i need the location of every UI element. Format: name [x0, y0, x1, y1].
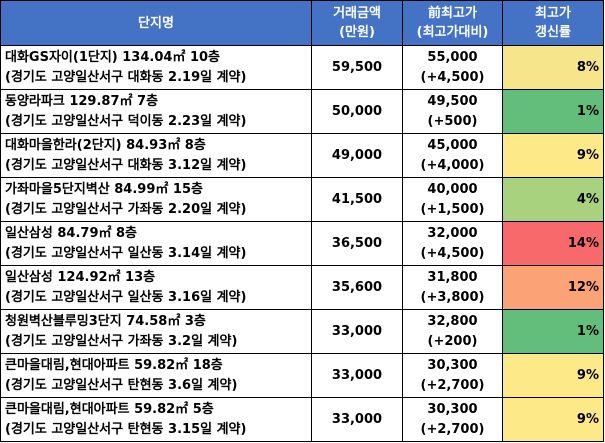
apartment-title: 청원벽산블루밍3단지 74.58㎡ 3층	[5, 313, 206, 329]
prev-high-diff: (+4,000)	[420, 157, 485, 173]
apartment-title: 일산삼성 84.79㎡ 8층	[5, 225, 138, 241]
header-prev-line1: 前최고가	[428, 6, 477, 21]
header-rate-line1: 최고가	[535, 6, 571, 21]
header-prev-high: 前최고가 (최고가대비)	[402, 0, 503, 46]
apartment-detail: (경기도 고양일산서구 일산동 3.14일 계약)	[5, 245, 247, 261]
table-row: 대화마을한라(2단지) 84.93㎡ 8층 (경기도 고양일산서구 대화동 3.1…	[0, 133, 604, 178]
header-name: 단지명	[0, 0, 312, 46]
apartment-name-cell: 대화마을한라(2단지) 84.93㎡ 8층 (경기도 고양일산서구 대화동 3.1…	[0, 133, 312, 178]
prev-high-cell: 55,000 (+4,500)	[402, 45, 503, 90]
deal-price-cell: 33,000	[311, 309, 403, 354]
prev-high-cell: 32,000 (+4,500)	[402, 221, 503, 266]
prev-high-diff: (+500)	[427, 113, 478, 129]
prev-high-value: 32,800	[427, 313, 478, 329]
apartment-detail: (경기도 고양일산서구 탄현동 3.6일 계약)	[5, 377, 238, 393]
renewal-rate-cell: 9%	[502, 353, 604, 398]
apartment-name-cell: 큰마을대림,현대아파트 59.82㎡ 5층 (경기도 고양일산서구 탄현동 3.1…	[0, 397, 312, 442]
renewal-rate-cell: 14%	[502, 221, 604, 266]
apartment-title: 큰마을대림,현대아파트 59.82㎡ 5층	[5, 401, 214, 417]
header-rate: 최고가 갱신률	[502, 0, 604, 46]
apartment-name-cell: 일산삼성 84.79㎡ 8층 (경기도 고양일산서구 일산동 3.14일 계약)	[0, 221, 312, 266]
apartment-detail: (경기도 고양일산서구 대화동 3.12일 계약)	[5, 157, 247, 173]
header-price-line2: (만원)	[339, 25, 375, 40]
prev-high-value: 55,000	[427, 49, 478, 65]
table-row: 일산삼성 84.79㎡ 8층 (경기도 고양일산서구 일산동 3.14일 계약) 3…	[0, 221, 604, 266]
table-row: 가좌마을5단지벽산 84.99㎡ 15층 (경기도 고양일산서구 가좌동 2.20…	[0, 177, 604, 222]
table-row: 청원벽산블루밍3단지 74.58㎡ 3층 (경기도 고양일산서구 가좌동 3.2일…	[0, 309, 604, 354]
prev-high-cell: 40,000 (+1,500)	[402, 177, 503, 222]
prev-high-value: 40,000	[427, 181, 478, 197]
apartment-detail: (경기도 고양일산서구 덕이동 2.23일 계약)	[5, 113, 247, 129]
prev-high-cell: 30,300 (+2,700)	[402, 353, 503, 398]
renewal-rate-cell: 12%	[502, 265, 604, 310]
header-rate-line2: 갱신률	[535, 25, 571, 40]
apartment-detail: (경기도 고양일산서구 가좌동 3.2일 계약)	[5, 333, 238, 349]
table-row: 일산삼성 124.92㎡ 13층 (경기도 고양일산서구 일산동 3.16일 계약…	[0, 265, 604, 310]
prev-high-cell: 45,000 (+4,000)	[402, 133, 503, 178]
prev-high-cell: 30,300 (+2,700)	[402, 397, 503, 442]
header-row: 단지명 거래금액 (만원) 前최고가 (최고가대비) 최고가 갱신률	[0, 0, 604, 46]
prev-high-value: 45,000	[427, 137, 478, 153]
apartment-title: 큰마을대림,현대아파트 59.82㎡ 18층	[5, 357, 223, 373]
prev-high-value: 30,300	[427, 357, 478, 373]
apartment-name-cell: 대화GS자이(1단지) 134.04㎡ 10층 (경기도 고양일산서구 대화동 2…	[0, 45, 312, 90]
table-row: 큰마을대림,현대아파트 59.82㎡ 5층 (경기도 고양일산서구 탄현동 3.1…	[0, 397, 604, 442]
prev-high-diff: (+4,500)	[420, 245, 485, 261]
renewal-rate-cell: 9%	[502, 133, 604, 178]
deal-price-cell: 59,500	[311, 45, 403, 90]
prev-high-cell: 49,500 (+500)	[402, 89, 503, 134]
apartment-detail: (경기도 고양일산서구 탄현동 3.15일 계약)	[5, 421, 247, 437]
deal-price-cell: 50,000	[311, 89, 403, 134]
table-row: 동양라파크 129.87㎡ 7층 (경기도 고양일산서구 덕이동 2.23일 계약…	[0, 89, 604, 134]
renewal-rate-cell: 1%	[502, 309, 604, 354]
apartment-name-cell: 일산삼성 124.92㎡ 13층 (경기도 고양일산서구 일산동 3.16일 계약…	[0, 265, 312, 310]
apartment-name-cell: 큰마을대림,현대아파트 59.82㎡ 18층 (경기도 고양일산서구 탄현동 3.…	[0, 353, 312, 398]
deal-price-cell: 35,600	[311, 265, 403, 310]
apartment-detail: (경기도 고양일산서구 대화동 2.19일 계약)	[5, 69, 247, 85]
prev-high-cell: 31,800 (+3,800)	[402, 265, 503, 310]
prev-high-value: 30,300	[427, 401, 478, 417]
deal-price-cell: 33,000	[311, 353, 403, 398]
renewal-rate-cell: 4%	[502, 177, 604, 222]
prev-high-diff: (+200)	[427, 333, 478, 349]
deal-price-cell: 36,500	[311, 221, 403, 266]
apartment-name-cell: 동양라파크 129.87㎡ 7층 (경기도 고양일산서구 덕이동 2.23일 계약…	[0, 89, 312, 134]
prev-high-cell: 32,800 (+200)	[402, 309, 503, 354]
apartment-detail: (경기도 고양일산서구 일산동 3.16일 계약)	[5, 289, 247, 305]
apartment-name-cell: 청원벽산블루밍3단지 74.58㎡ 3층 (경기도 고양일산서구 가좌동 3.2일…	[0, 309, 312, 354]
prev-high-diff: (+3,800)	[420, 289, 485, 305]
deal-price-cell: 49,000	[311, 133, 403, 178]
apartment-detail: (경기도 고양일산서구 가좌동 2.20일 계약)	[5, 201, 247, 217]
renewal-rate-cell: 1%	[502, 89, 604, 134]
renewal-rate-cell: 8%	[502, 45, 604, 90]
prev-high-value: 49,500	[427, 93, 478, 109]
deal-price-cell: 41,500	[311, 177, 403, 222]
header-price: 거래금액 (만원)	[311, 0, 403, 46]
header-price-line1: 거래금액	[333, 6, 381, 21]
prev-high-value: 31,800	[427, 269, 478, 285]
prev-high-diff: (+2,700)	[420, 377, 485, 393]
table-row: 큰마을대림,현대아파트 59.82㎡ 18층 (경기도 고양일산서구 탄현동 3.…	[0, 353, 604, 398]
apartment-name-cell: 가좌마을5단지벽산 84.99㎡ 15층 (경기도 고양일산서구 가좌동 2.20…	[0, 177, 312, 222]
apartment-title: 대화마을한라(2단지) 84.93㎡ 8층	[5, 137, 206, 153]
prev-high-diff: (+2,700)	[420, 421, 485, 437]
apartment-title: 가좌마을5단지벽산 84.99㎡ 15층	[5, 181, 203, 197]
prev-high-value: 32,000	[427, 225, 478, 241]
prev-high-diff: (+1,500)	[420, 201, 485, 217]
table-row: 대화GS자이(1단지) 134.04㎡ 10층 (경기도 고양일산서구 대화동 2…	[0, 45, 604, 90]
deal-price-cell: 33,000	[311, 397, 403, 442]
apartment-title: 동양라파크 129.87㎡ 7층	[5, 93, 159, 109]
prev-high-diff: (+4,500)	[420, 69, 485, 85]
apartment-title: 일산삼성 124.92㎡ 13층	[5, 269, 156, 285]
renewal-rate-cell: 9%	[502, 397, 604, 442]
header-prev-line2: (최고가대비)	[416, 25, 489, 40]
apartment-title: 대화GS자이(1단지) 134.04㎡ 10층	[5, 49, 220, 65]
